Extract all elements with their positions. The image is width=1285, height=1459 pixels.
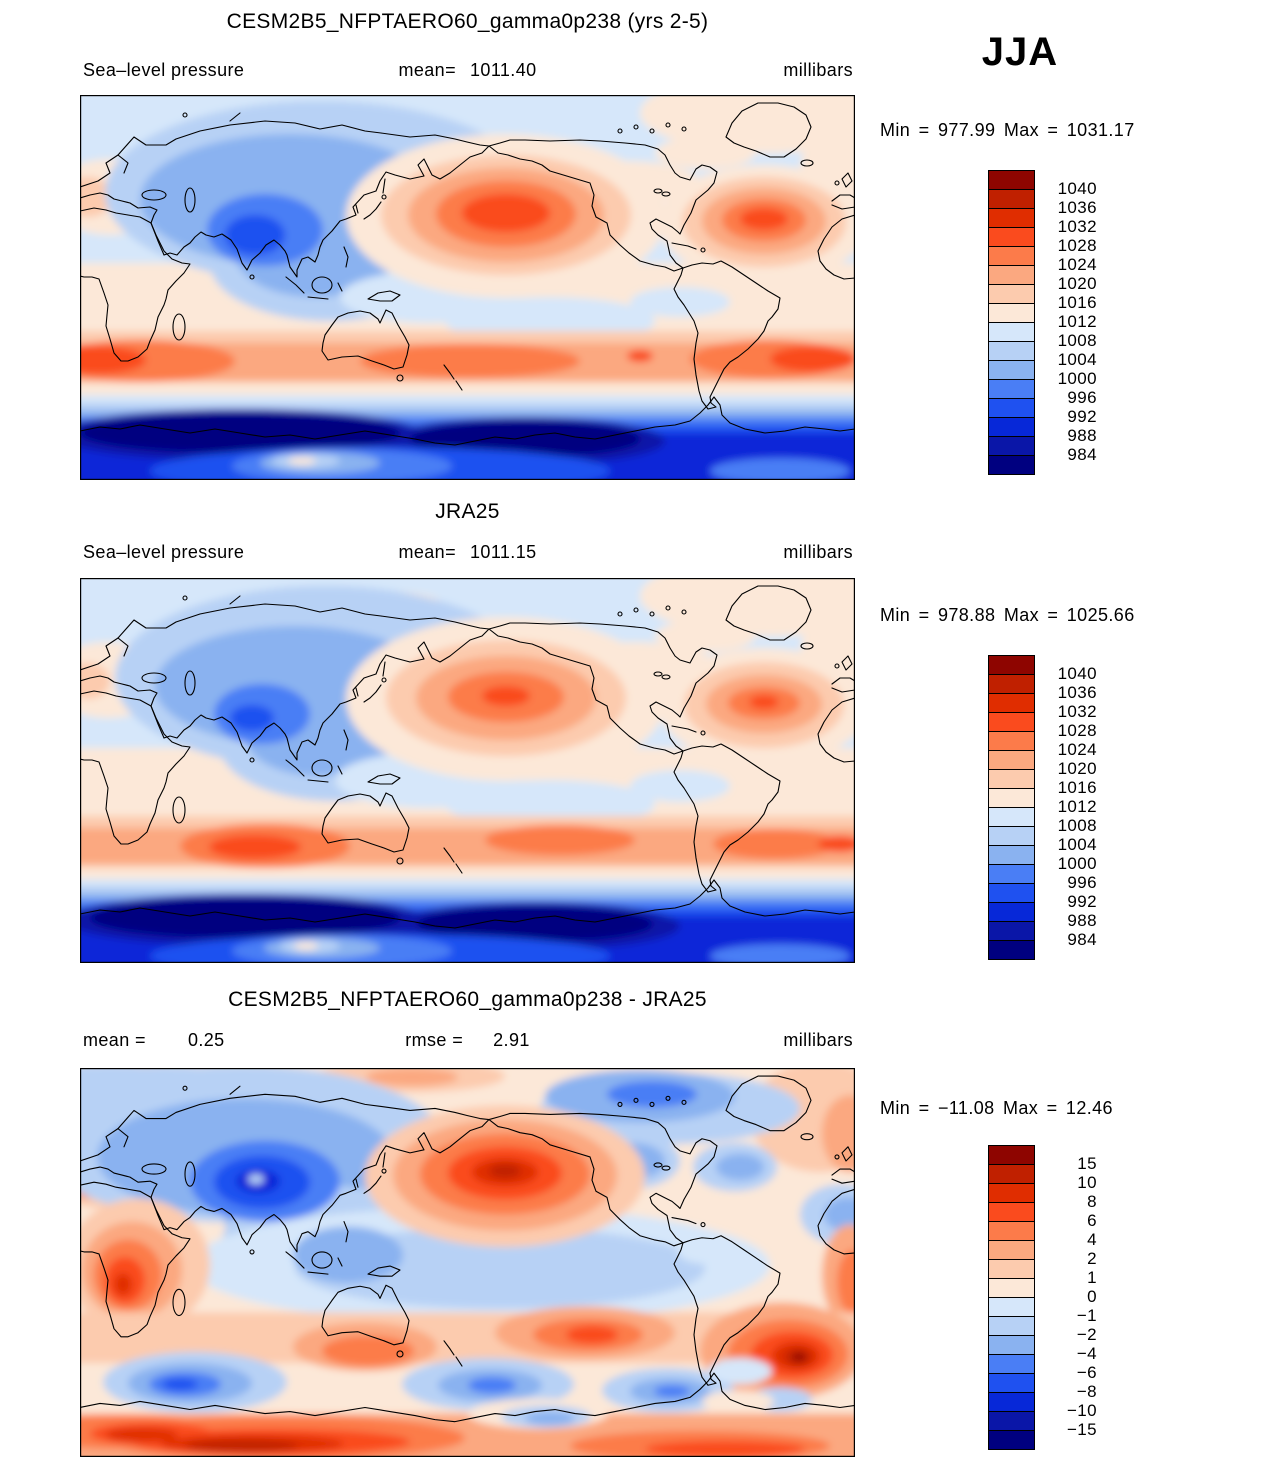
- colorbar-tick-label: 1028: [1057, 236, 1097, 255]
- colorbar-tick-label: 1004: [1057, 835, 1097, 854]
- colorbar-tick-label: 1012: [1057, 312, 1097, 331]
- colorbar-tick-label: 1020: [1057, 274, 1097, 293]
- colorbar-panel3: 15 10 8 6 4 2 1 0 −1 −2 −4 −6 −8 −10 −15: [988, 1145, 1097, 1450]
- panel1-min-value: 977.99: [937, 120, 996, 140]
- panel2-stats-row: Sea–level pressure mean= 1011.15 millibar…: [80, 542, 855, 564]
- world-contour-map-model: [80, 95, 855, 480]
- panel1-stats-row: Sea–level pressure mean= 1011.40 millibar…: [80, 60, 855, 82]
- colorbar-tick-label: 988: [1067, 426, 1097, 445]
- world-contour-map-reference: [80, 578, 855, 963]
- panel2-field-label: Sea–level pressure: [83, 542, 245, 562]
- colorbar-tick-label: −10: [1066, 1401, 1097, 1420]
- panel2-min-label: Min =: [880, 605, 930, 625]
- colorbar-tick-label: −2: [1076, 1325, 1097, 1344]
- panel2-min-value: 978.88: [937, 605, 996, 625]
- colorbar-tick-label: 996: [1067, 388, 1097, 407]
- colorbar-tick-label: 0: [1087, 1287, 1097, 1306]
- colorbar-tick-label: −1: [1076, 1306, 1097, 1325]
- panel3-mean-value: 0.25: [187, 1030, 225, 1050]
- colorbar-tick-label: −15: [1066, 1420, 1097, 1439]
- panel1-max-value: 1031.17: [1066, 120, 1135, 140]
- colorbar-tick-label: −6: [1076, 1363, 1097, 1382]
- panel3-max-value: 12.46: [1065, 1098, 1113, 1118]
- world-contour-map-difference: [80, 1068, 855, 1457]
- panel2-max-value: 1025.66: [1066, 605, 1135, 625]
- panel1-min-label: Min =: [880, 120, 930, 140]
- panel2-mean-label: mean=: [398, 542, 456, 562]
- colorbar-tick-label: 1036: [1057, 198, 1097, 217]
- colorbar-tick-label: 992: [1067, 892, 1097, 911]
- colorbar-tick-label: 1024: [1057, 255, 1097, 274]
- colorbar-tick-label: −4: [1076, 1344, 1097, 1363]
- panel2-minmax: Min = 978.88 Max = 1025.66: [880, 605, 1210, 626]
- colorbar-tick-label: 4: [1087, 1230, 1097, 1249]
- panel2-title: JRA25: [435, 500, 500, 523]
- colorbar-tick-label: 992: [1067, 407, 1097, 426]
- map-panel-reference: [80, 578, 855, 963]
- colorbar-tick-label: 1040: [1057, 664, 1097, 683]
- panel3-minmax: Min = −11.08 Max = 12.46: [880, 1098, 1210, 1119]
- colorbar-tick-label: 988: [1067, 911, 1097, 930]
- panel1-mean-label: mean=: [398, 60, 456, 80]
- colorbar-panel2: 1040 1036 1032 1028 1024 1020 1016 1012 1008 1004…: [988, 655, 1097, 960]
- colorbar-tick-label: 1020: [1057, 759, 1097, 778]
- colorbar-tick-label: 1016: [1057, 778, 1097, 797]
- panel1-units: millibars: [783, 60, 853, 80]
- colorbar-tick-label: 2: [1087, 1249, 1097, 1268]
- panel3-title: CESM2B5_NFPTAERO60_gamma0p238 - JRA25: [228, 988, 707, 1011]
- colorbar-tick-label: 1008: [1057, 816, 1097, 835]
- panel2-mean-value: 1011.15: [470, 542, 537, 562]
- panel1-max-label: Max =: [1003, 120, 1059, 140]
- panel3-min-label: Min =: [880, 1098, 930, 1118]
- colorbar-tick-label: 1000: [1057, 369, 1097, 388]
- panel1-minmax: Min = 977.99 Max = 1031.17: [880, 120, 1210, 141]
- panel3-max-label: Max =: [1002, 1098, 1058, 1118]
- colorbar-tick-label: 1024: [1057, 740, 1097, 759]
- panel3-rmse-value: 2.91: [493, 1030, 530, 1050]
- panel1-mean-value: 1011.40: [470, 60, 537, 80]
- panel3-units: millibars: [783, 1030, 853, 1050]
- panel3-stats-row: mean = 0.25 rmse = 2.91 millibars: [80, 1030, 855, 1052]
- colorbar-tick-label: 10: [1077, 1173, 1097, 1192]
- colorbar-tick-label: 1040: [1057, 179, 1097, 198]
- colorbar-tick-label: 1028: [1057, 721, 1097, 740]
- panel1-field-label: Sea–level pressure: [83, 60, 245, 80]
- panel2-max-label: Max =: [1003, 605, 1059, 625]
- colorbar-tick-label: 1: [1087, 1268, 1097, 1287]
- colorbar-tick-label: 1032: [1057, 702, 1097, 721]
- colorbar-panel1: 1040 1036 1032 1028 1024 1020 1016 1012 1008 1004…: [988, 170, 1097, 475]
- panel1-title: CESM2B5_NFPTAERO60_gamma0p238 (yrs 2-5): [226, 10, 709, 33]
- colorbar-tick-label: 1008: [1057, 331, 1097, 350]
- colorbar-tick-label: 996: [1067, 873, 1097, 892]
- map-panel-difference: [80, 1068, 855, 1457]
- panel2-units: millibars: [783, 542, 853, 562]
- colorbar-tick-label: 1000: [1057, 854, 1097, 873]
- colorbar-tick-label: 6: [1087, 1211, 1097, 1230]
- colorbar-tick-label: 984: [1067, 445, 1097, 464]
- colorbar-tick-label: 984: [1067, 930, 1097, 949]
- colorbar-tick-label: 1012: [1057, 797, 1097, 816]
- colorbar-tick-label: 1016: [1057, 293, 1097, 312]
- colorbar-tick-label: 1032: [1057, 217, 1097, 236]
- map-panel-model: [80, 95, 855, 480]
- colorbar-tick-label: 15: [1077, 1154, 1097, 1173]
- colorbar-tick-label: 8: [1087, 1192, 1097, 1211]
- panel3-rmse-label: rmse =: [405, 1030, 464, 1050]
- season-label: JJA: [981, 30, 1059, 74]
- colorbar-tick-label: 1004: [1057, 350, 1097, 369]
- colorbar-tick-label: 1036: [1057, 683, 1097, 702]
- colorbar-tick-label: −8: [1076, 1382, 1097, 1401]
- panel3-min-value: −11.08: [937, 1098, 995, 1118]
- panel3-mean-label: mean =: [83, 1030, 146, 1050]
